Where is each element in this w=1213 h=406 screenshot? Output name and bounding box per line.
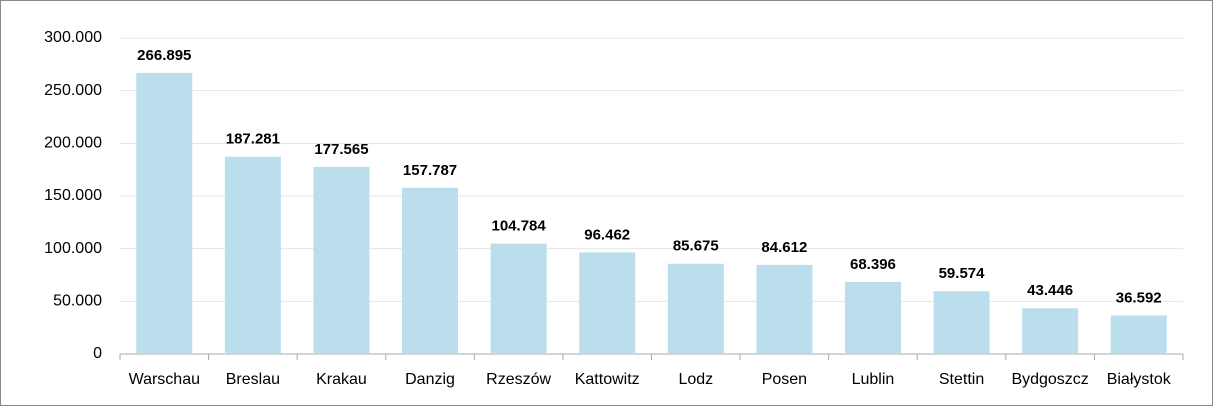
x-tick-label: Breslau (226, 371, 280, 388)
bar (1022, 308, 1079, 354)
y-tick-label: 200.000 (44, 135, 102, 152)
value-label: 96.462 (584, 226, 630, 243)
x-tick-label: Rzeszów (486, 371, 551, 388)
value-label: 85.675 (673, 238, 719, 255)
x-tick-label: Krakau (316, 371, 367, 388)
bar (136, 72, 193, 354)
x-tick-label: Kattowitz (575, 371, 640, 388)
x-tick-label: Warschau (129, 371, 200, 388)
value-label: 68.396 (850, 256, 896, 273)
value-label: 84.612 (761, 239, 807, 256)
value-label: 266.895 (137, 47, 191, 64)
x-tick-label: Danzig (405, 371, 455, 388)
bar (667, 263, 724, 354)
y-tick-label: 300.000 (44, 29, 102, 46)
bar (756, 264, 813, 354)
x-tick-label: Białystok (1107, 371, 1172, 388)
bar (313, 166, 370, 354)
y-tick-label: 0 (93, 345, 102, 362)
bar (1110, 315, 1167, 354)
bar (402, 187, 459, 354)
value-label: 36.592 (1116, 289, 1162, 306)
value-label: 104.784 (492, 218, 547, 235)
bar (579, 252, 636, 354)
y-tick-label: 250.000 (44, 82, 102, 99)
value-label: 157.787 (403, 162, 457, 179)
value-label: 59.574 (939, 265, 986, 282)
value-label: 177.565 (314, 141, 368, 158)
x-tick-label: Lodz (678, 371, 713, 388)
bar (224, 156, 281, 354)
x-tick-label: Stettin (939, 371, 984, 388)
bar (844, 281, 901, 354)
bar (933, 291, 990, 354)
y-tick-label: 150.000 (44, 187, 102, 204)
x-tick-label: Bydgoszcz (1011, 371, 1088, 388)
bar (490, 243, 547, 354)
value-label: 43.446 (1027, 282, 1073, 299)
y-tick-label: 50.000 (53, 293, 102, 310)
x-tick-label: Posen (762, 371, 807, 388)
x-tick-label: Lublin (852, 371, 895, 388)
y-tick-label: 100.000 (44, 240, 102, 257)
value-label: 187.281 (226, 131, 280, 148)
